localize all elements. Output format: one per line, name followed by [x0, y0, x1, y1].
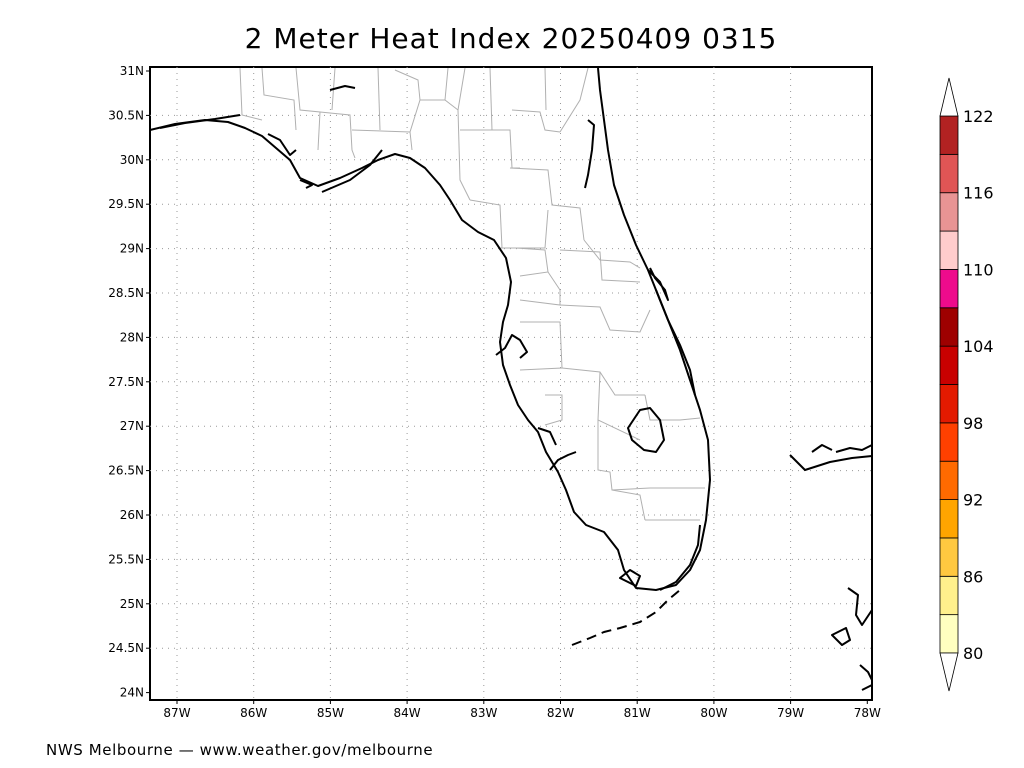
lon-tick-label: 82W [547, 706, 574, 720]
lat-tick-label: 27.5N [108, 375, 144, 389]
lake-okeechobee [627, 407, 665, 453]
bahamas-coastline [789, 444, 873, 471]
colorbar-label: 104 [963, 337, 994, 356]
colorbar-label: 122 [963, 107, 994, 126]
colorbar-bin [939, 307, 959, 347]
lat-tick-label: 29.5N [108, 197, 144, 211]
footer-credit: NWS Melbourne — www.weather.gov/melbourn… [46, 741, 434, 759]
lat-tick-label: 26.5N [108, 464, 144, 478]
colorbar-label: 92 [963, 491, 983, 510]
colorbar-label: 98 [963, 414, 983, 433]
lon-tick-label: 86W [240, 706, 267, 720]
lat-tick-label: 27N [120, 419, 144, 433]
colorbar-bin [939, 230, 959, 270]
coastline [149, 67, 873, 691]
colorbar-bin [939, 499, 959, 539]
colorbar-label: 110 [963, 260, 994, 279]
lat-tick-label: 28.5N [108, 286, 144, 300]
colorbar-label: 86 [963, 567, 983, 586]
lon-tick-label: 79W [777, 706, 804, 720]
lat-tick-label: 24N [120, 686, 144, 700]
colorbar-bin [939, 614, 959, 654]
colorbar-bin [939, 537, 959, 577]
lon-tick-label: 80W [700, 706, 727, 720]
colorbar-bin [939, 575, 959, 616]
lon-tick-label: 83W [470, 706, 497, 720]
lon-tick-label: 78W [854, 706, 881, 720]
lat-tick-label: 25N [120, 597, 144, 611]
lat-tick-label: 29N [120, 242, 144, 256]
colorbar-bin [939, 384, 959, 424]
colorbar-bottom-arrow [939, 652, 959, 692]
graticule [150, 67, 872, 700]
lon-tick-label: 81W [624, 706, 651, 720]
colorbar-bin [939, 460, 959, 500]
colorbar-bin [939, 115, 959, 155]
map-title: 2 Meter Heat Index 20250409 0315 [244, 22, 778, 55]
lat-tick-label: 30N [120, 153, 144, 167]
lon-tick-label: 85W [317, 706, 344, 720]
colorbar-bin [939, 269, 959, 309]
lat-tick-label: 30.5N [108, 108, 144, 122]
lat-tick-label: 25.5N [108, 552, 144, 566]
colorbar-top-arrow [939, 77, 959, 117]
florida-coastline [149, 67, 711, 591]
axis-ticks: 31N 30.5N 30N 29.5N 29N 28.5N 28N 27.5N 27N 26.5N… [108, 64, 881, 720]
county-boundaries [239, 67, 705, 521]
colorbar-bin [939, 192, 959, 232]
colorbar: 80 86 92 98 104 110 116 122 [939, 77, 994, 692]
colorbar-bin [939, 422, 959, 462]
lat-tick-label: 24.5N [108, 641, 144, 655]
colorbar-bin [939, 153, 959, 194]
lat-tick-label: 26N [120, 508, 144, 522]
lon-tick-label: 87W [163, 706, 190, 720]
map-frame [149, 66, 873, 701]
colorbar-bin [939, 345, 959, 385]
colorbar-label: 80 [963, 644, 983, 663]
lon-tick-label: 84W [394, 706, 421, 720]
colorbar-label: 116 [963, 184, 994, 203]
lat-tick-label: 31N [120, 64, 144, 78]
lat-tick-label: 28N [120, 330, 144, 344]
